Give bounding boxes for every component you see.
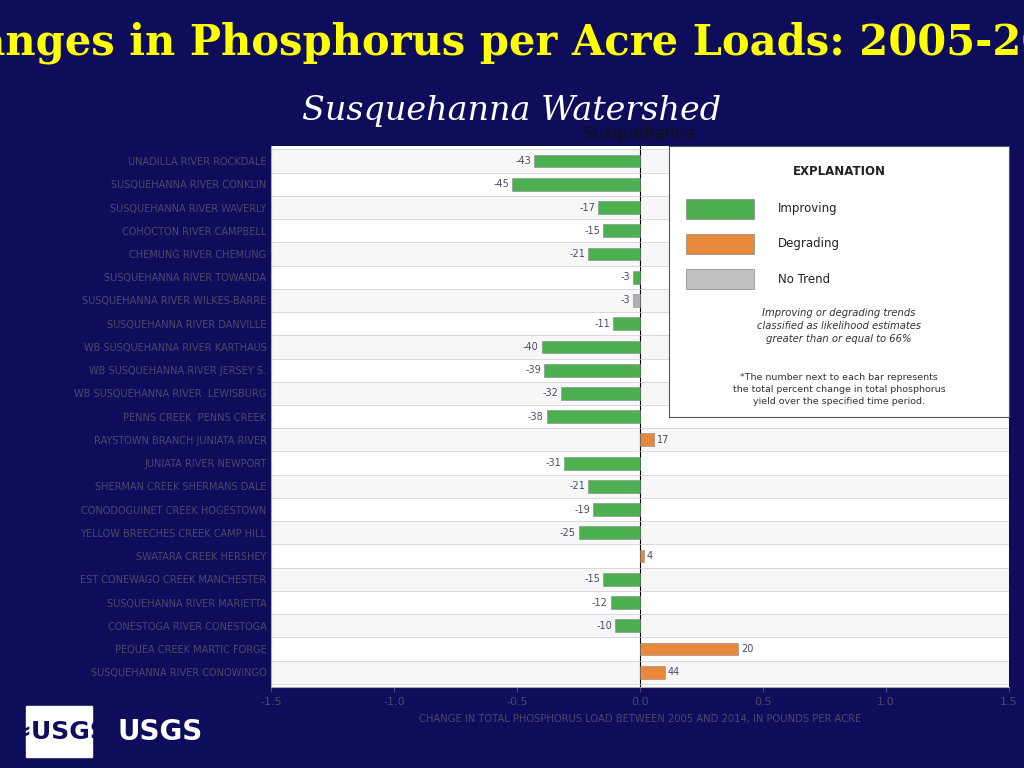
Bar [640,550,644,562]
Bar [613,317,640,330]
Title: Susquehanna: Susquehanna [584,125,696,143]
Bar [544,364,640,376]
Bar [535,154,640,167]
Bar [579,526,640,539]
Text: -21: -21 [569,249,586,259]
Text: -19: -19 [574,505,591,515]
Bar [640,643,738,655]
Bar [603,224,640,237]
Bar [640,433,653,446]
Bar [271,429,1009,452]
Text: -3: -3 [621,296,630,306]
Bar [271,289,1009,312]
Text: -3: -3 [621,272,630,282]
Text: -45: -45 [494,179,509,189]
Text: -38: -38 [528,412,544,422]
Text: ≈USGS: ≈USGS [10,720,109,743]
X-axis label: CHANGE IN TOTAL PHOSPHORUS LOAD BETWEEN 2005 AND 2014, IN POUNDS PER ACRE: CHANGE IN TOTAL PHOSPHORUS LOAD BETWEEN … [419,714,861,724]
Bar [610,596,640,609]
Bar [561,387,640,400]
Text: -25: -25 [559,528,575,538]
Bar [615,619,640,632]
Text: 44: 44 [668,667,680,677]
Bar [271,521,1009,545]
Bar [633,294,640,307]
Bar [589,480,640,493]
Text: USGS: USGS [118,717,203,746]
Bar [589,247,640,260]
Bar [271,614,1009,637]
Bar [633,271,640,283]
Bar [271,475,1009,498]
Bar [598,201,640,214]
Bar [271,196,1009,219]
Text: 20: 20 [741,644,754,654]
Text: -15: -15 [585,574,600,584]
Bar [547,410,640,423]
Text: -10: -10 [597,621,612,631]
Bar [271,382,1009,405]
Text: -39: -39 [525,365,542,375]
Bar [564,457,640,469]
Bar [593,503,640,516]
Text: -21: -21 [569,482,586,492]
Bar [603,573,640,586]
Text: -43: -43 [516,156,531,166]
Bar [271,243,1009,266]
Text: -40: -40 [523,342,539,352]
Text: Changes in Phosphorus per Acre Loads: 2005-2014: Changes in Phosphorus per Acre Loads: 20… [0,22,1024,64]
FancyBboxPatch shape [26,706,92,757]
Text: -12: -12 [592,598,607,607]
Bar [512,178,640,190]
Text: Susquehanna Watershed: Susquehanna Watershed [302,94,722,127]
Text: -32: -32 [543,389,558,399]
Bar [271,150,1009,173]
Text: -15: -15 [585,226,600,236]
Bar [271,660,1009,684]
Text: -11: -11 [594,319,610,329]
Text: -17: -17 [580,203,595,213]
Bar [271,568,1009,591]
Text: 17: 17 [656,435,669,445]
Text: -31: -31 [545,458,561,468]
Bar [542,340,640,353]
Bar [271,336,1009,359]
Text: 4: 4 [646,551,652,561]
Bar [640,666,665,679]
